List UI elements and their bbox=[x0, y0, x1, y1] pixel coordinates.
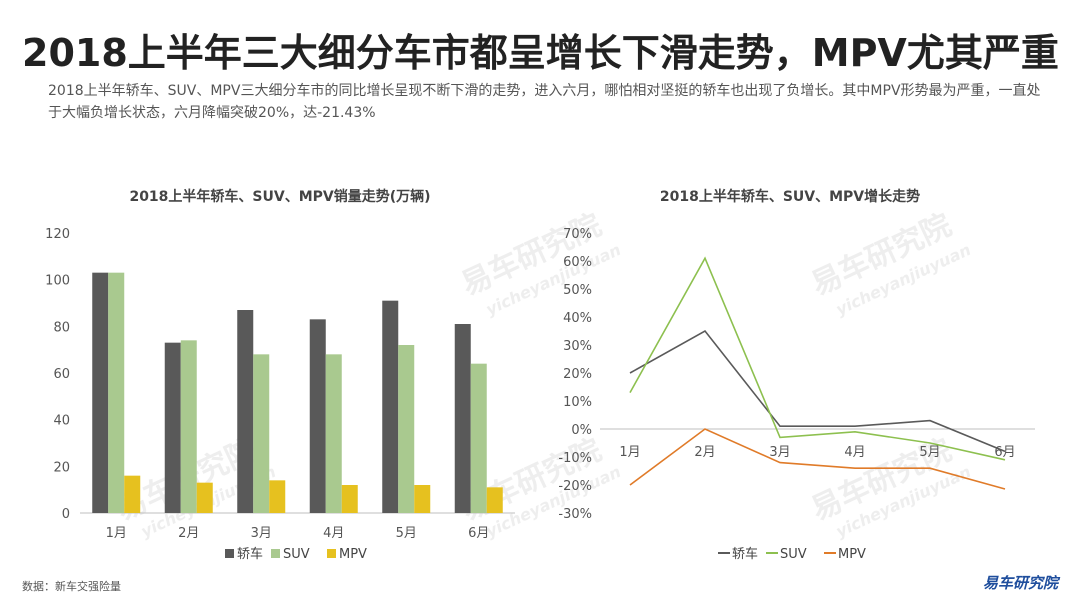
legend-label: 轿车 bbox=[732, 546, 758, 562]
bar-mpv bbox=[414, 485, 431, 513]
x-tick-label: 1月 bbox=[106, 526, 127, 541]
bar-suv bbox=[253, 354, 270, 513]
bar-suv bbox=[470, 363, 487, 513]
bar-mpv bbox=[341, 485, 358, 513]
x-tick-label: 3月 bbox=[769, 445, 790, 460]
bar-sedan bbox=[309, 319, 326, 513]
y-tick-label: -30% bbox=[558, 507, 592, 522]
y-tick-label: -10% bbox=[558, 451, 592, 466]
bar-sedan bbox=[454, 324, 471, 513]
series-line-suv bbox=[629, 256, 1006, 461]
bar-suv bbox=[325, 354, 342, 513]
y-tick-label: 60 bbox=[53, 367, 70, 382]
y-tick-label: 120 bbox=[45, 227, 70, 242]
x-tick-label: 4月 bbox=[844, 445, 865, 460]
y-tick-label: 20% bbox=[563, 367, 592, 382]
bar-chart-title: 2018上半年轿车、SUV、MPV销量走势(万辆) bbox=[129, 189, 431, 205]
legend-label: 轿车 bbox=[237, 546, 263, 562]
line-chart-title: 2018上半年轿车、SUV、MPV增长走势 bbox=[659, 189, 921, 205]
bar-suv bbox=[398, 345, 415, 513]
x-tick-label: 2月 bbox=[694, 445, 715, 460]
legend-label: MPV bbox=[838, 547, 866, 562]
y-tick-label: 30% bbox=[563, 339, 592, 354]
y-tick-label: 70% bbox=[563, 227, 592, 242]
x-tick-label: 6月 bbox=[468, 526, 489, 541]
legend-swatch bbox=[225, 549, 234, 558]
bar-mpv bbox=[124, 475, 141, 513]
y-tick-label: 100 bbox=[45, 274, 70, 289]
bar-sedan bbox=[382, 300, 399, 513]
series-line-sedan bbox=[629, 329, 1006, 453]
bar-sedan bbox=[164, 342, 181, 513]
y-tick-label: 80 bbox=[53, 320, 70, 335]
x-tick-label: 5月 bbox=[919, 445, 940, 460]
bar-suv bbox=[108, 272, 125, 513]
x-tick-label: 5月 bbox=[396, 526, 417, 541]
y-tick-label: 40% bbox=[563, 311, 592, 326]
data-source: 数据：新车交强险量 bbox=[22, 580, 121, 593]
bar-mpv bbox=[486, 487, 503, 513]
y-tick-label: 0 bbox=[62, 507, 70, 522]
y-tick-label: 50% bbox=[563, 283, 592, 298]
y-tick-label: -20% bbox=[558, 479, 592, 494]
y-tick-label: 10% bbox=[563, 395, 592, 410]
y-tick-label: 60% bbox=[563, 255, 592, 270]
y-tick-label: 20 bbox=[53, 460, 70, 475]
bar-mpv bbox=[196, 482, 213, 513]
x-tick-label: 4月 bbox=[323, 526, 344, 541]
bar-suv bbox=[180, 340, 197, 513]
y-tick-label: 0% bbox=[571, 423, 592, 438]
x-tick-label: 1月 bbox=[619, 445, 640, 460]
line-chart: -30% -20% -10% 0% 10% 20% 30% 40% 50% 60% 70% 1月 2月 3… bbox=[558, 227, 1035, 562]
brand-logo: 易车研究院 bbox=[982, 574, 1058, 592]
bar-sedan bbox=[237, 310, 254, 513]
legend-label: SUV bbox=[780, 547, 807, 562]
page-subtitle: 2018上半年轿车、SUV、MPV三大细分车市的同比增长呈现不断下滑的走势，进入… bbox=[48, 83, 1041, 121]
legend-label: MPV bbox=[339, 547, 367, 562]
page-title: 2018上半年三大细分车市都呈增长下滑走势，MPV尤其严重 bbox=[22, 31, 1059, 75]
x-tick-label: 2月 bbox=[178, 526, 199, 541]
legend-swatch bbox=[327, 549, 336, 558]
x-tick-label: 3月 bbox=[251, 526, 272, 541]
y-tick-label: 40 bbox=[53, 414, 70, 429]
bar-mpv bbox=[269, 480, 286, 513]
series-line-mpv bbox=[629, 428, 1006, 490]
legend-label: SUV bbox=[283, 547, 310, 562]
legend-swatch bbox=[271, 549, 280, 558]
bar-sedan bbox=[92, 272, 109, 513]
